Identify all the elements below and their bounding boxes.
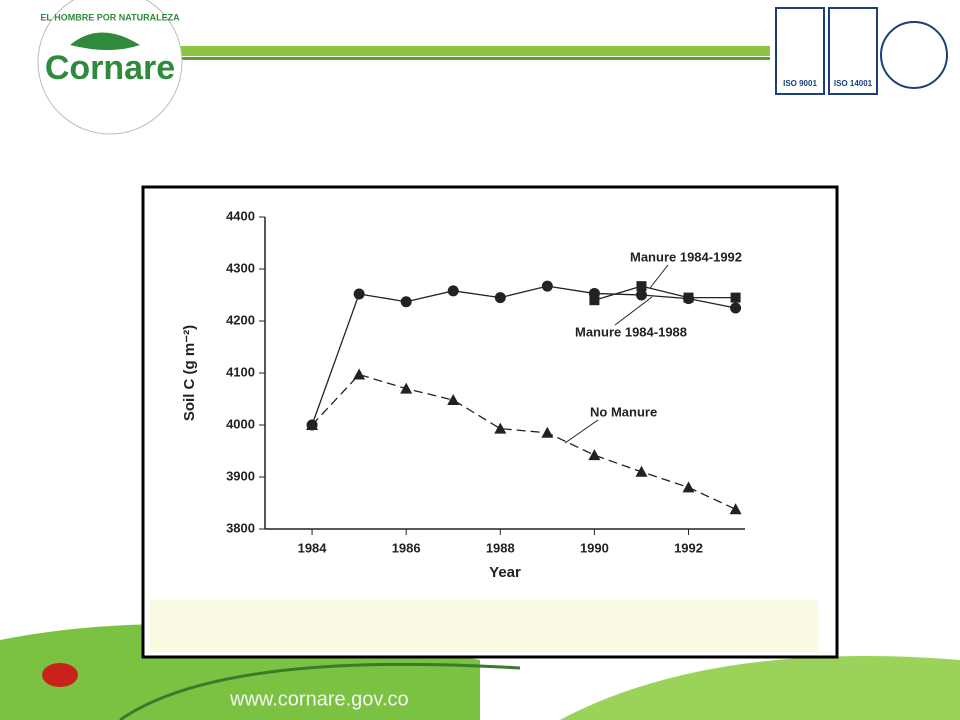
caption-box: [150, 600, 818, 652]
marker: [494, 422, 507, 434]
y-tick-label: 4000: [226, 416, 255, 431]
marker: [447, 394, 460, 406]
marker: [682, 481, 695, 493]
ladybug: [42, 663, 78, 687]
marker: [400, 382, 413, 394]
series-label: Manure 1984-1992: [630, 249, 742, 264]
cert-seal: [880, 21, 948, 89]
marker: [635, 289, 647, 301]
leader-line: [564, 419, 599, 444]
logo-ring: [37, 0, 183, 135]
logo-text: Cornare: [45, 49, 175, 87]
x-tick-label: 1984: [298, 540, 328, 555]
y-tick-label: 3800: [226, 520, 255, 535]
logo-motto: EL HOMBRE POR NATURALEZA: [40, 12, 180, 22]
marker: [306, 419, 319, 430]
marker: [494, 292, 506, 304]
cert-badge: [775, 7, 825, 95]
cert-badge: [828, 7, 878, 95]
cert-label: ISO 9001: [783, 79, 817, 88]
marker: [447, 285, 459, 297]
chart-frame: [141, 185, 839, 659]
series-line: [311, 373, 736, 510]
series-label: Manure 1984-1988: [575, 324, 687, 339]
marker: [588, 449, 601, 461]
marker: [636, 281, 647, 292]
leader-line: [649, 264, 669, 289]
leader-line: [614, 296, 653, 326]
y-tick-label: 4100: [226, 364, 255, 379]
logo-mark: [70, 32, 140, 50]
y-tick-label: 4300: [226, 260, 255, 275]
marker: [400, 296, 412, 308]
x-tick-label: 1986: [392, 540, 421, 555]
footer-leaf: [560, 656, 960, 720]
y-tick-label: 4200: [226, 312, 255, 327]
footer-curve: [119, 662, 521, 720]
marker: [730, 292, 741, 303]
marker: [683, 292, 694, 303]
x-tick-label: 1992: [674, 540, 703, 555]
marker: [730, 302, 742, 314]
top-stripe: [170, 46, 770, 56]
footer-url: www.cornare.gov.co: [229, 688, 409, 710]
marker: [729, 503, 742, 515]
x-axis-label: Year: [489, 564, 521, 581]
series-label: No Manure: [590, 404, 657, 419]
cert-label: ISO 14001: [834, 79, 873, 88]
marker: [635, 465, 648, 477]
x-tick-label: 1990: [580, 540, 609, 555]
series-line: [311, 285, 736, 426]
y-tick-label: 4400: [226, 208, 255, 223]
y-tick-label: 3900: [226, 468, 255, 483]
series-line: [594, 285, 736, 301]
marker: [541, 280, 553, 292]
marker: [353, 288, 365, 300]
y-axis-label: Soil C (g m⁻²): [181, 325, 198, 421]
x-tick-label: 1988: [486, 540, 515, 555]
top-stripe-dark: [170, 57, 770, 60]
marker: [541, 426, 554, 438]
marker: [353, 368, 366, 380]
marker: [589, 295, 600, 306]
